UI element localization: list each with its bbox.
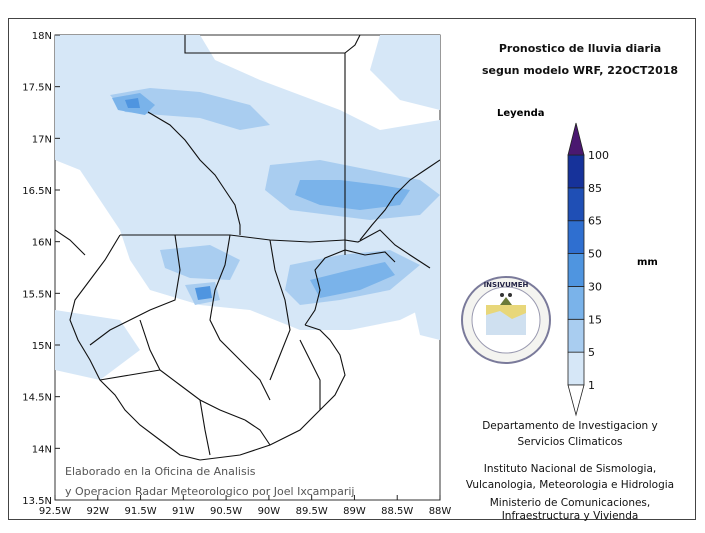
- credit-line-2: y Operacion Radar Meteorologico por Joel…: [65, 485, 355, 498]
- rain-area-heavy: [125, 98, 140, 108]
- coastline: [359, 159, 440, 241]
- lon-tick-label: 88.5W: [381, 506, 413, 517]
- country-border: [69, 234, 201, 461]
- min-line-1: Ministerio de Comunicaciones,: [489, 497, 651, 509]
- insivumeh-logo: INSIVUMEH: [461, 276, 551, 364]
- colorbar-segment: [567, 351, 585, 386]
- lon-tick-label: 88W: [429, 506, 452, 517]
- lat-tick-label: 16N: [32, 238, 52, 249]
- logo-text: INSIVUMEH: [484, 281, 529, 289]
- rain-area-heavy: [195, 286, 212, 300]
- legend-unit: mm: [637, 257, 658, 268]
- department-border: [269, 239, 291, 381]
- colorbar-label: 15: [588, 313, 602, 326]
- lon-tick-label: 92W: [86, 506, 109, 517]
- country-border: [120, 234, 346, 243]
- lat-tick-label: 14N: [32, 444, 52, 455]
- lat-tick-label: 14.5N: [22, 393, 52, 404]
- colorbar-segment: [567, 220, 585, 254]
- title-line-1: Pronostico de lluvia diaria: [498, 42, 662, 55]
- department-border: [99, 369, 161, 381]
- department-border: [299, 339, 321, 410]
- figure-frame: [8, 18, 696, 520]
- inst-line-1: Instituto Nacional de Sismologia,: [483, 463, 657, 475]
- colorbar-segment: [567, 286, 585, 320]
- department-border: [89, 234, 181, 346]
- legend-title: Leyenda: [497, 108, 545, 119]
- colorbar-label: 65: [588, 215, 602, 228]
- lat-tick-label: 17N: [32, 134, 52, 145]
- lon-tick-label: 91W: [172, 506, 195, 517]
- colorbar-segment: [567, 187, 585, 222]
- country-border: [184, 35, 431, 269]
- coastline: [55, 229, 86, 256]
- colorbar-segment: [567, 253, 585, 287]
- dept-line-2: Servicios Climaticos: [517, 436, 623, 448]
- title-line-2: segun modelo WRF, 22OCT2018: [481, 64, 679, 77]
- min-line-2: Infraestructura y Vivienda: [501, 510, 639, 522]
- colorbar-bottom-arrow: [567, 384, 585, 417]
- colorbar-label: 30: [588, 280, 602, 293]
- lon-tick-label: 89.5W: [296, 506, 328, 517]
- rain-area-light: [410, 280, 440, 340]
- credit-line-1: Elaborado en la Oficina de Analisis: [65, 465, 256, 478]
- rain-area-medium: [110, 88, 270, 130]
- department-border: [139, 319, 246, 421]
- lon-tick-label: 92.5W: [39, 506, 71, 517]
- colorbar-top-arrow: [567, 122, 585, 156]
- lat-tick-label: 18N: [32, 31, 52, 42]
- colorbar-label: 50: [588, 248, 602, 261]
- borders: [55, 35, 440, 461]
- lon-tick-label: 90W: [258, 506, 281, 517]
- rain-area-light: [370, 35, 440, 110]
- colorbar-label: 1: [588, 379, 595, 392]
- lat-tick-label: 17.5N: [22, 83, 52, 94]
- country-border: [199, 324, 346, 461]
- country-border: [304, 249, 396, 326]
- country-border: [147, 111, 241, 235]
- lon-tick-label: 89W: [343, 506, 366, 517]
- colorbar-segment: [567, 318, 585, 353]
- lat-tick-label: 15N: [32, 341, 52, 352]
- colorbar-label: 100: [588, 149, 609, 162]
- lon-tick-label: 91.5W: [124, 506, 156, 517]
- lon-tick-label: 90.5W: [210, 506, 242, 517]
- rain-field: [55, 35, 440, 380]
- department-border: [199, 399, 211, 456]
- lat-tick-label: 16.5N: [22, 186, 52, 197]
- lat-tick-label: 15.5N: [22, 289, 52, 300]
- rain-area-light: [55, 310, 140, 380]
- lon-axis: 92.5W 92W 91.5W 91W 90.5W 90W 89.5W 89W 88.5W 88W: [39, 495, 451, 517]
- colorbar-label: 5: [588, 346, 595, 359]
- coastline: [344, 35, 361, 54]
- colorbar-segment: [567, 154, 585, 189]
- lat-tick-label: 13.5N: [22, 496, 52, 507]
- lat-axis: 18N 17.5N 17N 16.5N 16N 15.5N 15N 14.5N 14N 13.5N: [22, 31, 60, 507]
- department-border: [244, 419, 271, 446]
- colorbar-label: 85: [588, 182, 602, 195]
- department-border: [209, 234, 271, 401]
- rain-area-heavy: [310, 262, 395, 298]
- dept-line-1: Departamento de Investigacion y: [482, 420, 658, 432]
- inst-line-2: Vulcanologia, Meteorologia e Hidrologia: [465, 479, 675, 491]
- rain-area-heavy: [295, 180, 410, 210]
